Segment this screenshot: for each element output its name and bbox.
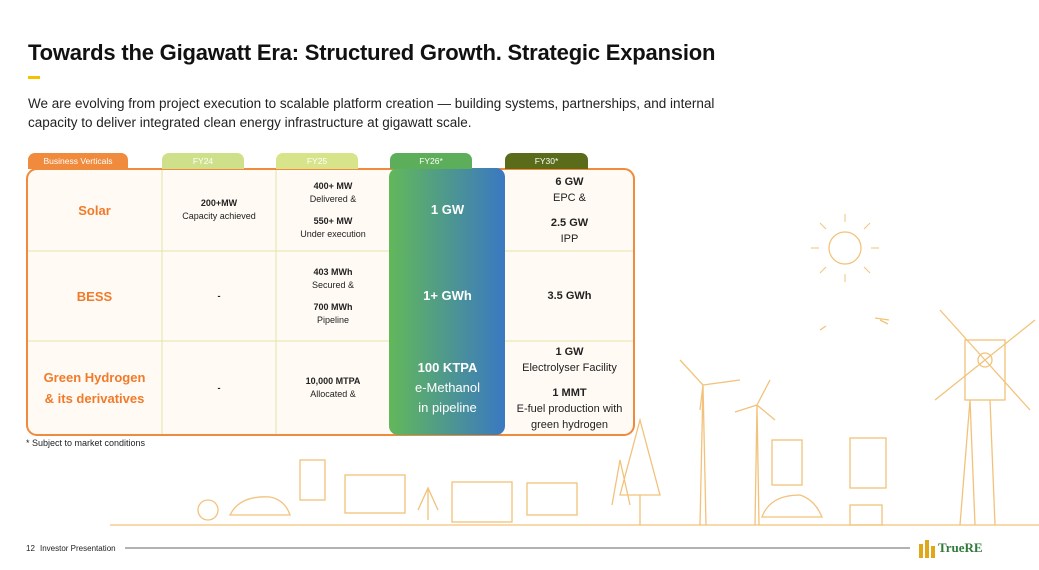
cell-group: 10,000 MTPA Allocated & [306, 376, 361, 400]
table-cell: 403 MWh Secured & 700 MWh Pipeline [276, 251, 390, 341]
cell-text: - [217, 382, 221, 393]
column-header: Business Verticals [28, 153, 128, 169]
cell-text: in pipeline [418, 400, 477, 415]
table-cell: Green Hydrogen & its derivatives [27, 341, 162, 435]
cell-text: Secured & [311, 279, 355, 290]
cell-group: 700 MWh Pipeline [313, 302, 352, 326]
column-header: FY30* [505, 153, 588, 169]
cell-text: e-Methanol [414, 380, 481, 395]
cell-group: - [218, 291, 221, 302]
cell-group: 1 GW [431, 201, 464, 219]
cell-text: 100 KTPA [417, 360, 478, 375]
table-cell: 200+MW Capacity achieved [162, 169, 276, 251]
cell-text: 1 GW [430, 202, 465, 217]
cell-group: 3.5 GWh [547, 289, 591, 303]
cell-text: & its derivatives [44, 391, 145, 406]
footnote: * Subject to market conditions [26, 438, 146, 448]
cell-group: Green Hydrogen & its derivatives [44, 368, 146, 408]
cell-text: Capacity achieved [182, 211, 256, 221]
cell-group: 1 MMT E-fuel production with green hydroge… [517, 386, 623, 432]
cell-text: 200+MW [200, 198, 238, 208]
cell-group: 200+MW Capacity achieved [182, 198, 256, 222]
cell-group: 1+ GWh [423, 287, 472, 305]
cell-text: 550+ MW [313, 215, 353, 226]
cell-text: 3.5 GWh [547, 290, 592, 302]
table-cell: 6 GW EPC & 2.5 GW IPP [505, 169, 634, 251]
cell-text: BESS [76, 288, 113, 304]
cell-group: 550+ MW Under execution [300, 216, 366, 240]
title: Towards the Gigawatt Era: Structured Gro… [28, 40, 716, 65]
cell-text: Electrolyser Facility [522, 361, 617, 374]
cell-group: 6 GW EPC & [553, 175, 586, 205]
column-header: FY26* [390, 153, 472, 169]
table-cell: 1 GW [390, 169, 505, 251]
table-cell: 3.5 GWh [505, 251, 634, 341]
cell-group: 403 MWh Secured & [312, 267, 354, 291]
table-cell: - [162, 341, 276, 435]
cell-text: IPP [560, 232, 579, 245]
column-header: FY25 [276, 153, 358, 169]
cell-text: Green Hydrogen [43, 370, 146, 385]
cell-text: E-fuel production with [516, 402, 623, 415]
cell-text: 400+ MW [313, 180, 353, 191]
cell-text: green hydrogen [530, 418, 609, 431]
cell-group: 100 KTPA e-Methanol in pipeline [415, 359, 480, 417]
page-number: 12 [26, 544, 35, 553]
cell-group: BESS [77, 287, 112, 306]
cell-group: 400+ MW Delivered & [310, 181, 357, 205]
cell-text: 1 GW [555, 345, 584, 358]
cell-text: Under execution [300, 228, 366, 239]
table-cell: 100 KTPA e-Methanol in pipeline [390, 341, 505, 435]
cell-text: 1+ GWh [423, 288, 472, 303]
accent-bar [28, 76, 40, 79]
column-header: FY24 [162, 153, 244, 169]
table-cell: 10,000 MTPA Allocated & [276, 341, 390, 435]
cell-text: Allocated & [310, 389, 356, 399]
cell-text: Delivered & [309, 193, 357, 204]
cell-text: Solar [78, 202, 111, 218]
cell-text: 2.5 GW [550, 216, 589, 229]
subtitle: capacity to deliver integrated clean ene… [28, 115, 472, 130]
cell-text: 1 MMT [552, 386, 587, 399]
subtitle: We are evolving from project execution t… [28, 96, 715, 111]
table-cell: Solar [27, 169, 162, 251]
cell-text: 10,000 MTPA [305, 376, 361, 386]
cell-group: - [218, 383, 221, 394]
table-cell: BESS [27, 251, 162, 341]
cell-group: 2.5 GW IPP [551, 216, 588, 246]
table-cell: 1 GW Electrolyser Facility 1 MMT E-fuel pro… [505, 341, 634, 435]
table-cell: - [162, 251, 276, 341]
cell-text: EPC & [552, 191, 586, 204]
cell-text: 403 MWh [313, 266, 353, 277]
cell-text: - [217, 290, 221, 301]
cell-text: Pipeline [316, 314, 349, 325]
cell-text: 6 GW [555, 175, 584, 188]
cell-group: 1 GW Electrolyser Facility [522, 345, 617, 375]
table-cell: 1+ GWh [390, 251, 505, 341]
table-cell: 400+ MW Delivered & 550+ MW Under execution [276, 169, 390, 251]
footer-label: Investor Presentation [40, 544, 116, 553]
logo: TrueRE [938, 540, 983, 555]
cell-group: Solar [78, 201, 111, 220]
cell-text: 700 MWh [313, 301, 353, 312]
